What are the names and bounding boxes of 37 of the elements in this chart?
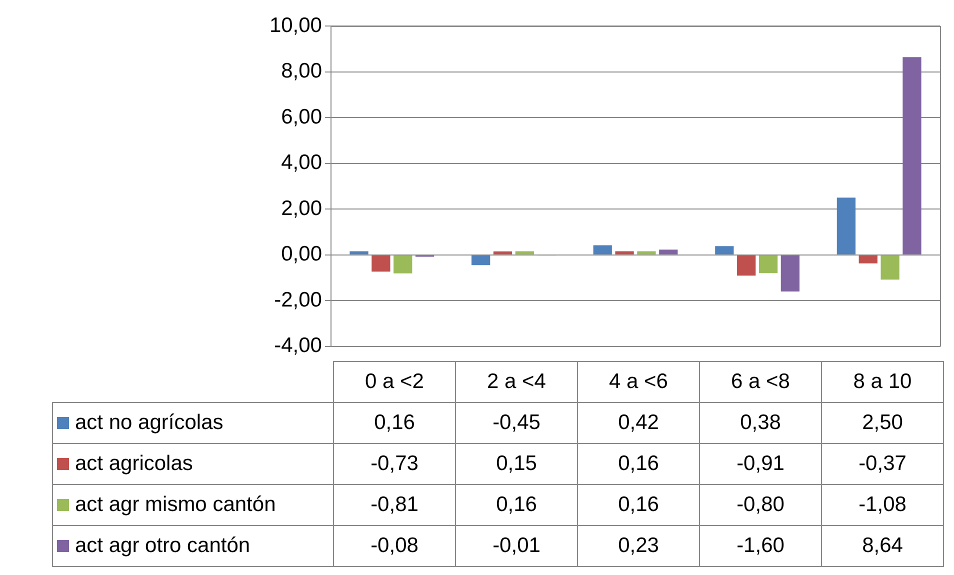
data-label: -0,37	[822, 444, 944, 484]
y-tick-label: 0,00	[281, 242, 322, 266]
data-label: -0,91	[700, 444, 822, 484]
data-label: -0,80	[700, 484, 822, 526]
y-tick-label: 6,00	[281, 105, 322, 128]
data-label: 0,16	[578, 444, 700, 484]
legend-label: act agricolas	[52, 444, 334, 484]
y-tick-label: -4,00	[274, 334, 322, 358]
data-label: -0,08	[334, 526, 456, 566]
data-label: -1,08	[822, 484, 944, 526]
y-tick-label: 8,00	[281, 60, 322, 83]
legend-label: act agr mismo cantón	[52, 484, 334, 526]
y-tick-label: 4,00	[281, 151, 322, 174]
data-label: 0,38	[700, 402, 822, 444]
x-tick-label: 0 a <2	[334, 362, 456, 402]
data-label: 0,16	[578, 484, 700, 526]
data-label: -1,60	[700, 526, 822, 566]
data-label: 0,23	[578, 526, 700, 566]
x-tick-label: 2 a <4	[456, 362, 578, 402]
data-label: 8,64	[822, 526, 944, 566]
x-tick-label: 8 a 10	[822, 362, 944, 402]
y-tick-label: -2,00	[274, 288, 322, 312]
x-tick-label: 6 a <8	[700, 362, 822, 402]
x-tick-label: 4 a <6	[578, 362, 700, 402]
data-label: 0,16	[334, 402, 456, 444]
data-label: 2,50	[822, 402, 944, 444]
data-label: -0,81	[334, 484, 456, 526]
y-tick-label: 2,00	[281, 196, 322, 220]
data-label: 0,16	[456, 484, 578, 526]
legend-label: act agr otro cantón	[52, 526, 334, 566]
data-label: -0,73	[334, 444, 456, 484]
data-label: -0,01	[456, 526, 578, 566]
data-label: 0,15	[456, 444, 578, 484]
data-label: -0,45	[456, 402, 578, 444]
legend-label: act no agrícolas	[52, 402, 334, 444]
data-label: 0,42	[578, 402, 700, 444]
y-tick-label: 10,00	[269, 14, 322, 37]
